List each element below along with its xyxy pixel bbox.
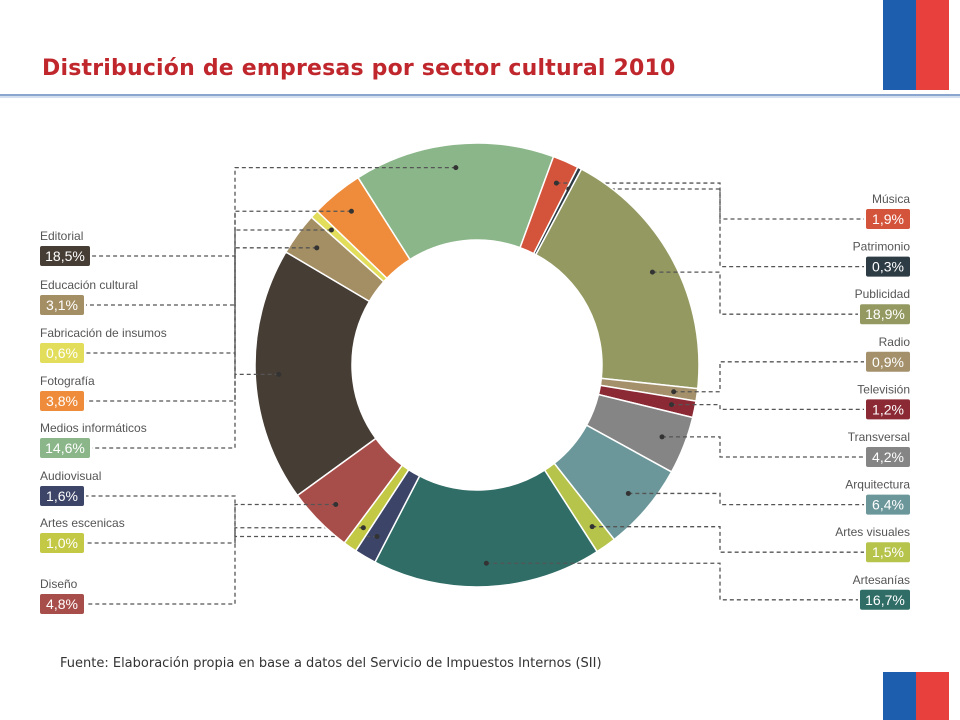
leader-dot-artes-visuales — [589, 524, 595, 530]
slice-diseno — [296, 437, 404, 544]
leader-dot-television — [669, 402, 675, 408]
legend-name-patrimonio: Patrimonio — [853, 240, 911, 254]
legend-name-educacion-cultural: Educación cultural — [40, 278, 138, 292]
value-box-publicidad — [860, 304, 910, 325]
legend-name-fotografia: Fotografía — [40, 374, 95, 388]
value-box-educacion-cultural — [40, 295, 84, 315]
leader-line-artesanias — [486, 562, 858, 601]
value-box-television — [866, 399, 910, 420]
legend-name-fabricacion-de-insumos: Fabricación de insumos — [40, 326, 167, 340]
leader-dot-artesanias — [483, 560, 489, 566]
leader-line-educacion-cultural — [86, 247, 317, 306]
data-label-artes-visuales: 1,5% — [872, 544, 904, 560]
leader-line-diseno — [86, 503, 336, 605]
leader-dot-fotografia — [348, 208, 354, 214]
data-label-audiovisual: 1,6% — [46, 488, 78, 504]
data-label-musica: 1,9% — [872, 211, 904, 227]
leader-dot-audiovisual — [374, 533, 380, 539]
data-label-artes-escenicas: 1,0% — [46, 535, 78, 551]
leader-dot-medios-informaticos — [453, 165, 459, 171]
data-label-fotografia: 3,8% — [46, 393, 78, 409]
title-divider — [0, 94, 960, 96]
value-box-audiovisual — [40, 486, 84, 506]
leader-line-editorial — [92, 255, 279, 376]
value-box-radio — [866, 351, 910, 372]
leader-dot-musica — [553, 180, 559, 186]
leader-dot-diseno — [333, 501, 339, 507]
value-box-patrimonio — [866, 256, 910, 277]
legend-name-transversal: Transversal — [848, 430, 910, 444]
legend-name-diseno: Diseño — [40, 577, 78, 591]
data-label-radio: 0,9% — [872, 354, 904, 370]
legend-name-radio: Radio — [879, 335, 911, 349]
value-box-fotografia — [40, 391, 84, 411]
legend-name-musica: Música — [872, 192, 910, 206]
legend-name-television: Televisión — [857, 382, 910, 396]
leader-dot-editorial — [276, 371, 282, 377]
value-box-diseno — [40, 594, 84, 614]
value-box-transversal — [866, 447, 910, 467]
leader-dot-arquitectura — [625, 490, 631, 496]
leader-line-patrimonio — [568, 188, 864, 268]
legend-name-artes-visuales: Artes visuales — [835, 525, 910, 539]
leader-line-publicidad — [652, 271, 858, 315]
title-divider-shadow — [0, 96, 960, 98]
data-label-television: 1,2% — [872, 401, 904, 417]
data-label-publicidad: 18,9% — [865, 306, 905, 322]
source-note: Fuente: Elaboración propia en base a dat… — [60, 656, 602, 671]
leader-dot-publicidad — [649, 269, 655, 275]
leader-dot-radio — [671, 389, 677, 395]
value-box-medios-informaticos — [40, 438, 90, 458]
slice-publicidad — [534, 168, 700, 390]
leader-dot-transversal — [659, 434, 665, 440]
flag-stripe-top — [883, 0, 949, 90]
value-box-musica — [866, 209, 910, 229]
data-label-transversal: 4,2% — [872, 449, 904, 465]
leader-line-transversal — [662, 436, 864, 458]
legend-name-arquitectura: Arquitectura — [845, 478, 910, 492]
leader-line-television — [671, 403, 864, 411]
data-label-medios-informaticos: 14,6% — [45, 440, 85, 456]
legend-name-medios-informaticos: Medios informáticos — [40, 421, 147, 435]
leader-line-artes-escenicas — [86, 527, 364, 544]
value-box-editorial — [40, 246, 90, 266]
leader-line-radio — [673, 361, 864, 393]
data-label-educacion-cultural: 3,1% — [46, 297, 78, 313]
slice-editorial — [254, 250, 377, 497]
leader-dot-artes-escenicas — [360, 525, 366, 531]
legend-name-audiovisual: Audiovisual — [40, 469, 101, 483]
data-label-artesanias: 16,7% — [865, 592, 905, 608]
data-label-diseno: 4,8% — [46, 596, 78, 612]
value-box-fabricacion-de-insumos — [40, 343, 84, 363]
data-label-arquitectura: 6,4% — [872, 497, 904, 513]
value-box-artes-escenicas — [40, 533, 84, 553]
legend-name-editorial: Editorial — [40, 229, 83, 243]
leader-line-artes-visuales — [592, 526, 864, 553]
data-label-patrimonio: 0,3% — [872, 259, 904, 275]
legend-name-artes-escenicas: Artes escenicas — [40, 516, 125, 530]
value-box-artes-visuales — [866, 542, 910, 563]
page-title: Distribución de empresas por sector cult… — [42, 56, 676, 81]
data-label-fabricacion-de-insumos: 0,6% — [46, 345, 78, 361]
value-box-artesanias — [860, 589, 910, 610]
leader-line-arquitectura — [628, 492, 864, 506]
leader-dot-educacion-cultural — [314, 245, 320, 251]
legend-name-artesanias: Artesanías — [853, 573, 910, 587]
flag-stripe-bottom — [883, 672, 949, 720]
value-box-arquitectura — [866, 494, 910, 515]
leader-dot-fabricacion-de-insumos — [328, 227, 334, 233]
data-label-editorial: 18,5% — [45, 248, 85, 264]
legend-name-publicidad: Publicidad — [855, 287, 910, 301]
